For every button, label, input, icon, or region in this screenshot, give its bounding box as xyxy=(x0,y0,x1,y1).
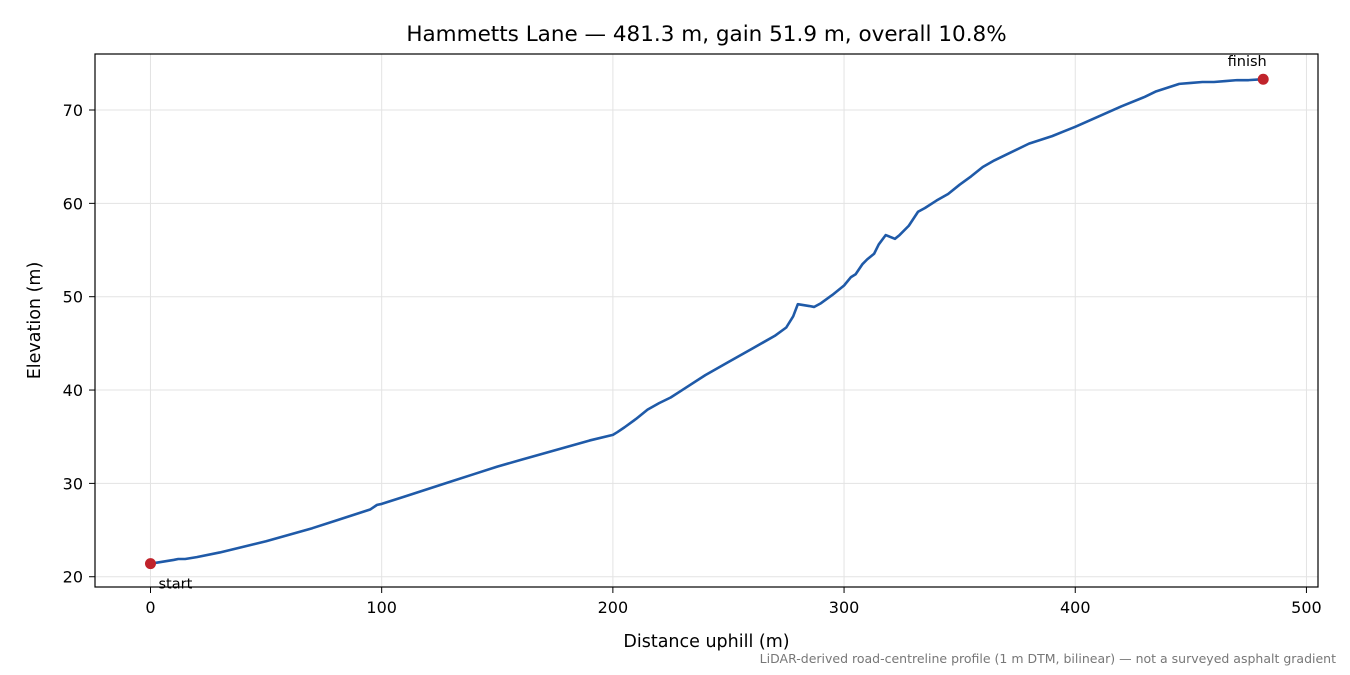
start-marker xyxy=(144,558,156,570)
x-tick-label: 500 xyxy=(1291,598,1322,617)
plot-frame xyxy=(94,53,1319,588)
finish-marker xyxy=(1257,73,1269,85)
x-tick-label: 100 xyxy=(366,598,397,617)
chart-title: Hammetts Lane — 481.3 m, gain 51.9 m, ov… xyxy=(406,22,1006,47)
y-tick-label: 30 xyxy=(63,474,83,493)
grid-lines xyxy=(95,54,1318,587)
y-tick-label: 60 xyxy=(63,194,83,213)
x-tick-label: 400 xyxy=(1060,598,1091,617)
y-tick-label: 70 xyxy=(63,101,83,120)
y-axis-label: Elevation (m) xyxy=(25,262,45,380)
x-axis-ticks: 0 100 200 300 400 500 xyxy=(145,587,1322,617)
y-tick-label: 40 xyxy=(63,381,83,400)
data-source-caption: LiDAR-derived road-centreline profile (1… xyxy=(759,651,1336,666)
x-tick-label: 300 xyxy=(829,598,860,617)
marker-layer: start finish xyxy=(144,54,1269,593)
x-axis-label: Distance uphill (m) xyxy=(623,632,789,652)
start-label: start xyxy=(158,577,192,593)
y-axis-ticks: 20 30 40 50 60 70 xyxy=(63,101,95,587)
elevation-line xyxy=(149,77,1265,565)
y-tick-label: 20 xyxy=(63,568,83,587)
finish-label: finish xyxy=(1228,54,1267,70)
series-layer xyxy=(149,77,1265,565)
x-tick-label: 0 xyxy=(145,598,155,617)
y-tick-label: 50 xyxy=(63,288,83,307)
x-tick-label: 200 xyxy=(598,598,629,617)
